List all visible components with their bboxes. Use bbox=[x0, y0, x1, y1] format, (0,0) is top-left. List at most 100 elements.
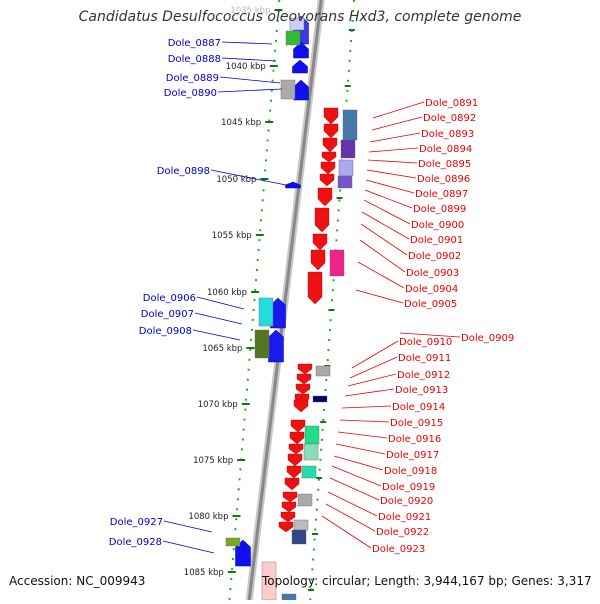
reverse-gene-leader bbox=[325, 503, 376, 532]
forward-gene-arrow bbox=[293, 79, 309, 101]
reverse-gene-arrow bbox=[288, 443, 304, 455]
reverse-gene-label: Dole_0919 bbox=[382, 482, 435, 493]
reverse-gene-box bbox=[304, 425, 320, 445]
reverse-gene-arrow bbox=[319, 173, 335, 187]
reverse-gene-label: Dole_0893 bbox=[421, 129, 474, 140]
genome-summary: Topology: circular; Length: 3,944,167 bp… bbox=[262, 574, 592, 588]
kbp-tick-label: 1040 kbp bbox=[226, 62, 266, 72]
kbp-tick-label: 1055 kbp bbox=[212, 231, 252, 241]
reverse-gene-leader bbox=[357, 261, 405, 289]
reverse-gene-label: Dole_0921 bbox=[378, 512, 431, 523]
reverse-gene-arrow bbox=[281, 501, 297, 513]
forward-gene-leader bbox=[210, 169, 292, 187]
reverse-gene-leader bbox=[361, 211, 410, 240]
reverse-gene-label: Dole_0923 bbox=[372, 544, 425, 555]
reverse-gene-leader bbox=[335, 443, 386, 455]
forward-gene-box bbox=[285, 30, 301, 46]
reverse-gene-leader bbox=[368, 147, 419, 153]
forward-gene-leader bbox=[194, 312, 243, 325]
reverse-gene-arrow bbox=[323, 107, 339, 125]
reverse-gene-arrow bbox=[290, 419, 306, 433]
reverse-gene-box bbox=[281, 593, 297, 601]
forward-gene-label: Dole_0907 bbox=[141, 309, 194, 320]
reverse-gene-leader bbox=[331, 465, 382, 487]
reverse-gene-leader bbox=[333, 455, 384, 471]
reverse-gene-label: Dole_0896 bbox=[417, 174, 470, 185]
reverse-gene-label: Dole_0918 bbox=[384, 466, 437, 477]
forward-gene-box bbox=[225, 537, 241, 547]
reverse-gene-box bbox=[338, 159, 354, 177]
reverse-gene-label: Dole_0900 bbox=[411, 220, 464, 231]
reverse-gene-leader bbox=[344, 388, 395, 397]
kbp-tick-label: 1075 kbp bbox=[193, 456, 233, 466]
reverse-gene-arrow bbox=[307, 271, 323, 305]
reverse-gene-arrow bbox=[310, 249, 326, 271]
reverse-gene-label: Dole_0891 bbox=[425, 98, 478, 109]
forward-gene-arrow bbox=[235, 539, 251, 567]
reverse-gene-label: Dole_0912 bbox=[397, 370, 450, 381]
forward-gene-label: Dole_0890 bbox=[164, 88, 217, 99]
reverse-gene-arrow bbox=[295, 383, 311, 395]
forward-gene-leader bbox=[217, 88, 283, 93]
reverse-gene-leader bbox=[341, 405, 392, 409]
reverse-gene-box bbox=[329, 249, 345, 277]
reverse-gene-label: Dole_0903 bbox=[406, 268, 459, 279]
reverse-gene-leader bbox=[327, 491, 378, 517]
forward-gene-arrow bbox=[293, 41, 309, 59]
reverse-gene-box bbox=[303, 443, 319, 461]
reverse-gene-label: Dole_0897 bbox=[415, 189, 468, 200]
reverse-gene-label: Dole_0915 bbox=[390, 418, 443, 429]
outer-dotted-ring bbox=[309, 0, 355, 601]
forward-gene-leader bbox=[162, 540, 215, 554]
reverse-gene-label: Dole_0916 bbox=[388, 434, 441, 445]
reverse-gene-box bbox=[312, 395, 328, 403]
reverse-gene-label: Dole_0922 bbox=[376, 527, 429, 538]
reverse-gene-arrow bbox=[286, 465, 302, 479]
forward-gene-box bbox=[254, 329, 270, 359]
reverse-gene-label: Dole_0913 bbox=[395, 385, 448, 396]
forward-gene-label: Dole_0887 bbox=[168, 38, 221, 49]
forward-gene-label: Dole_0898 bbox=[157, 166, 210, 177]
reverse-gene-arrow bbox=[284, 477, 300, 491]
reverse-gene-label: Dole_0910 bbox=[399, 337, 452, 348]
reverse-gene-label: Dole_0902 bbox=[408, 251, 461, 262]
reverse-gene-arrow bbox=[287, 453, 303, 467]
reverse-gene-label: Dole_0894 bbox=[419, 144, 472, 155]
reverse-gene-leader bbox=[329, 477, 380, 501]
reverse-gene-leader bbox=[366, 169, 417, 179]
reverse-gene-arrow bbox=[314, 207, 330, 233]
reverse-gene-label: Dole_0917 bbox=[386, 450, 439, 461]
reverse-gene-leader bbox=[337, 431, 388, 439]
reverse-gene-label: Dole_0901 bbox=[410, 235, 463, 246]
reverse-gene-box bbox=[301, 465, 317, 479]
reverse-gene-arrow bbox=[296, 373, 312, 385]
reverse-gene-arrow bbox=[280, 511, 296, 523]
reverse-gene-label: Dole_0892 bbox=[423, 113, 476, 124]
reverse-gene-leader bbox=[355, 289, 404, 304]
forward-gene-label: Dole_0888 bbox=[168, 54, 221, 65]
reverse-gene-leader bbox=[367, 159, 418, 164]
inner-dotted-ring bbox=[228, 0, 281, 601]
kbp-tick-label: 1070 kbp bbox=[198, 400, 238, 410]
forward-gene-leader bbox=[192, 329, 241, 341]
forward-gene-arrow bbox=[268, 329, 284, 363]
forward-gene-leader bbox=[196, 296, 245, 310]
forward-gene-label: Dole_0928 bbox=[109, 537, 162, 548]
kbp-tick-label: 1050 kbp bbox=[216, 175, 256, 185]
kbp-tick-label: 1080 kbp bbox=[188, 512, 228, 522]
forward-gene-leader bbox=[221, 57, 277, 62]
forward-gene-label: Dole_0889 bbox=[166, 73, 219, 84]
reverse-gene-arrow bbox=[323, 123, 339, 139]
reverse-gene-box bbox=[297, 493, 313, 507]
forward-gene-box bbox=[280, 79, 296, 100]
genome-title: Candidatus Desulfococcus oleovorans Hxd3… bbox=[78, 9, 522, 25]
reverse-gene-box bbox=[342, 109, 358, 141]
reverse-gene-arrow bbox=[289, 431, 305, 445]
reverse-gene-leader bbox=[351, 340, 399, 369]
kbp-tick-label: 1035 kbp bbox=[230, 6, 270, 16]
reverse-gene-box bbox=[291, 529, 307, 545]
reverse-gene-leader bbox=[399, 332, 461, 338]
reverse-gene-label: Dole_0899 bbox=[413, 204, 466, 215]
